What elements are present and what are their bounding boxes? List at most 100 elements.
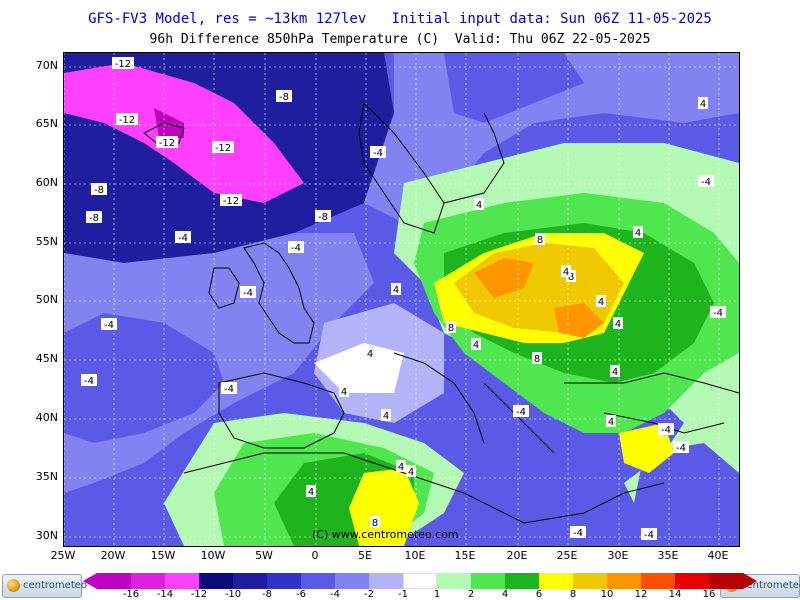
contour-label: -12 (116, 113, 138, 126)
map-subtitle: 96h Difference 850hPa Temperature (C) Va… (149, 32, 651, 47)
contour-label: 8 (446, 321, 456, 334)
contour-labels: -12-12-8-12-12-8-8-4-4-12-8-4-4-4-4-4444… (81, 57, 726, 541)
longitude-label: 20E (506, 549, 528, 562)
colorbar-swatch (335, 573, 369, 589)
svg-text:-12: -12 (159, 138, 175, 149)
colorbar-swatch (573, 573, 607, 589)
svg-text:-12: -12 (223, 196, 239, 207)
longitude-label: 25E (556, 549, 578, 562)
svg-text:-4: -4 (373, 148, 383, 159)
svg-text:-8: -8 (94, 185, 104, 196)
colorbar-label: 6 (535, 589, 543, 600)
colorbar-swatch (301, 573, 335, 589)
latitude-label: 30N (35, 529, 58, 542)
longitude-label: 15W (150, 549, 176, 562)
latitude-label: 45N (35, 352, 58, 365)
field-orange-east (554, 303, 604, 338)
svg-text:8: 8 (537, 235, 543, 246)
latitude-label: 70N (35, 59, 58, 72)
svg-text:-4: -4 (84, 376, 94, 387)
field-mid-blue-west (64, 313, 224, 443)
colorbar-label: -10 (224, 589, 242, 600)
colorbar-label: -8 (262, 589, 272, 600)
colorbar-label: 4 (501, 589, 509, 600)
svg-text:-4: -4 (676, 443, 686, 454)
colorbar-label: -12 (190, 589, 208, 600)
colorbar-label: -1 (398, 589, 408, 600)
copyright-text: (C) www.centrometeo.com (312, 528, 459, 541)
svg-text:4: 4 (612, 367, 618, 378)
colorbar-swatch (539, 573, 573, 589)
contour-label: -8 (91, 183, 107, 196)
colorbar-swatch (675, 573, 709, 589)
svg-text:-8: -8 (89, 213, 99, 224)
svg-text:-4: -4 (661, 425, 671, 436)
colorbar-swatch (403, 573, 437, 589)
colorbar-swatch (165, 573, 199, 589)
svg-text:4: 4 (308, 487, 314, 498)
contour-label: -4 (641, 528, 657, 541)
colorbar-swatch (369, 573, 403, 589)
latitude-label: 55N (35, 235, 58, 248)
colorbar-label: -2 (364, 589, 374, 600)
colorbar-label: 8 (569, 589, 577, 600)
colorbar-label: 1 (433, 589, 441, 600)
contour-label: -4 (658, 423, 674, 436)
svg-text:-12: -12 (119, 115, 135, 126)
contour-label: 8 (370, 516, 380, 529)
svg-text:8: 8 (372, 518, 378, 529)
svg-text:-4: -4 (104, 320, 114, 331)
contour-label: 4 (471, 338, 481, 351)
svg-text:-4: -4 (243, 288, 253, 299)
contour-label: -4 (288, 241, 304, 254)
svg-text:-12: -12 (115, 59, 131, 70)
contour-label: 8 (535, 233, 545, 246)
temperature-difference-map: -12-12-8-12-12-8-8-4-4-12-8-4-4-4-4-4444… (64, 53, 739, 546)
svg-text:-8: -8 (318, 212, 328, 223)
logo-text: centrometeo (741, 580, 800, 591)
svg-text:-8: -8 (279, 92, 289, 103)
longitude-label: 10W (200, 549, 226, 562)
contour-label: -4 (175, 231, 191, 244)
colorbar-label: -16 (122, 589, 140, 600)
field-white (314, 343, 404, 393)
longitude-label: 25W (50, 549, 76, 562)
svg-text:4: 4 (615, 319, 621, 330)
longitude-label: 40E (707, 549, 729, 562)
contour-label: -12 (212, 141, 234, 154)
svg-text:4: 4 (393, 285, 399, 296)
contour-label: 4 (339, 385, 349, 398)
contour-label: -4 (710, 306, 726, 319)
svg-text:8: 8 (568, 272, 574, 283)
svg-text:-4: -4 (701, 177, 711, 188)
longitude-label: 5E (358, 549, 372, 562)
contour-label: -12 (112, 57, 134, 70)
colorbar-swatch (131, 573, 165, 589)
contour-label: -4 (221, 382, 237, 395)
svg-text:4: 4 (563, 267, 569, 278)
contour-label: 8 (532, 352, 542, 365)
contour-label: -4 (513, 405, 529, 418)
colorbar-swatch (97, 573, 131, 589)
svg-text:4: 4 (383, 411, 389, 422)
svg-text:-12: -12 (215, 143, 231, 154)
field-africa-yellow (349, 468, 419, 546)
latitude-label: 40N (35, 411, 58, 424)
centrometeo-logo-left[interactable]: centrometeo (2, 574, 87, 598)
svg-text:8: 8 (534, 354, 540, 365)
contour-label: 4 (610, 365, 620, 378)
svg-text:4: 4 (473, 340, 479, 351)
svg-text:-4: -4 (644, 530, 654, 541)
svg-text:-4: -4 (713, 308, 723, 319)
longitude-label: 35E (657, 549, 679, 562)
latitude-label: 50N (35, 293, 58, 306)
svg-text:4: 4 (598, 297, 604, 308)
colorbar-swatch (505, 573, 539, 589)
colorbar-label: 12 (634, 589, 648, 600)
svg-text:4: 4 (408, 467, 414, 478)
colorbar-swatch (233, 573, 267, 589)
contour-label: -4 (698, 175, 714, 188)
logo-text: centrometeo (23, 580, 88, 591)
contour-label: -4 (101, 318, 117, 331)
svg-text:4: 4 (367, 349, 373, 360)
